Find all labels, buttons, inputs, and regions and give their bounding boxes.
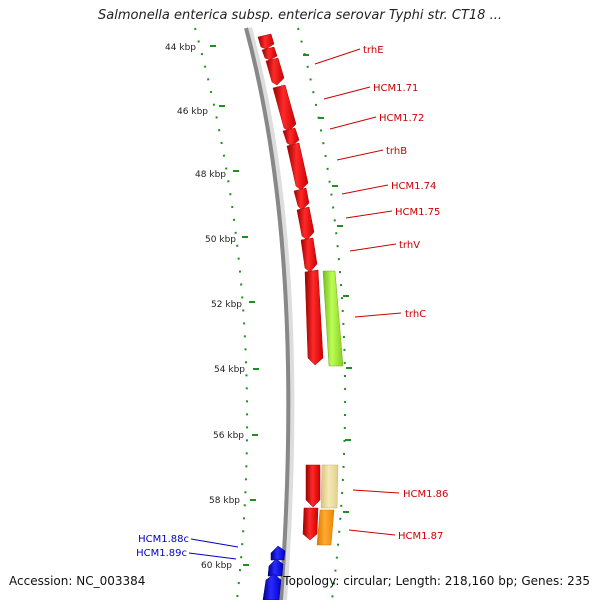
cds-arrow[interactable] — [302, 507, 319, 541]
cds-arrow[interactable] — [262, 573, 282, 600]
feature-label-hcm1-88c[interactable]: HCM1.88c — [138, 534, 189, 545]
tick-label: 54 kbp — [214, 365, 245, 375]
cds-arrow[interactable] — [305, 464, 321, 508]
feature-label-hcm1-86[interactable]: HCM1.86 — [403, 489, 448, 500]
cds-arrow[interactable] — [300, 237, 318, 273]
tick-labels: 44 kbp 46 kbp 48 kbp 50 kbp 52 kbp 54 kb… — [165, 43, 245, 571]
cds-arrow[interactable] — [270, 545, 286, 561]
feature-label-trhb[interactable]: trhB — [386, 146, 407, 157]
tick-label: 58 kbp — [209, 496, 240, 506]
forward-label-leaders — [314, 48, 402, 536]
reverse-strand-track — [262, 545, 286, 600]
reverse-label-leaders — [188, 538, 239, 560]
cds-arrow[interactable] — [296, 206, 315, 241]
tick-label: 60 kbp — [201, 561, 232, 571]
tick-label: 50 kbp — [205, 235, 236, 245]
cds-arrow[interactable] — [257, 33, 275, 50]
topology-text: Topology: circular; Length: 218,160 bp; … — [283, 574, 590, 588]
cds-arrow[interactable] — [265, 57, 285, 86]
cds-arrow[interactable] — [304, 269, 324, 366]
tick-label: 46 kbp — [177, 107, 208, 117]
feature-label-hcm1-72[interactable]: HCM1.72 — [379, 113, 424, 124]
feature-label-hcm1-74[interactable]: HCM1.74 — [391, 181, 436, 192]
tick-label: 56 kbp — [213, 431, 244, 441]
feature-label-hcm1-89c[interactable]: HCM1.89c — [136, 548, 187, 559]
forward-labels: trhE HCM1.71 HCM1.72 trhB HCM1.74 HCM1.7… — [363, 45, 448, 542]
inner-dotted-ring — [194, 27, 249, 600]
cds-arrow[interactable] — [293, 187, 310, 211]
backbone-ring — [244, 27, 291, 600]
tick-label: 52 kbp — [211, 300, 242, 310]
feature-label-trhe[interactable]: trhE — [363, 45, 384, 56]
tick-label: 44 kbp — [165, 43, 196, 53]
accession-text: Accession: NC_003384 — [9, 574, 146, 588]
feature-label-hcm1-71[interactable]: HCM1.71 — [373, 83, 418, 94]
outer-dotted-ring — [297, 27, 347, 600]
feature-block-orange[interactable] — [316, 509, 335, 546]
feature-label-hcm1-75[interactable]: HCM1.75 — [395, 207, 440, 218]
feature-label-trhc[interactable]: trhC — [405, 309, 426, 320]
cds-arrow[interactable] — [286, 142, 309, 191]
forward-strand-track — [257, 33, 324, 541]
map-title: Salmonella enterica subsp. enterica sero… — [98, 8, 502, 23]
feature-label-hcm1-87[interactable]: HCM1.87 — [398, 531, 443, 542]
cds-arrow[interactable] — [272, 84, 297, 132]
reverse-labels: HCM1.88c HCM1.89c — [136, 534, 189, 559]
cds-arrow[interactable] — [267, 558, 284, 577]
tick-label: 48 kbp — [195, 170, 226, 180]
feature-block-beige[interactable] — [320, 464, 339, 509]
cds-arrow[interactable] — [282, 127, 300, 147]
cds-arrow[interactable] — [261, 46, 278, 61]
feature-label-trhv[interactable]: trhV — [399, 240, 420, 251]
tick-marks — [210, 45, 352, 566]
feature-block-green[interactable] — [322, 270, 344, 367]
